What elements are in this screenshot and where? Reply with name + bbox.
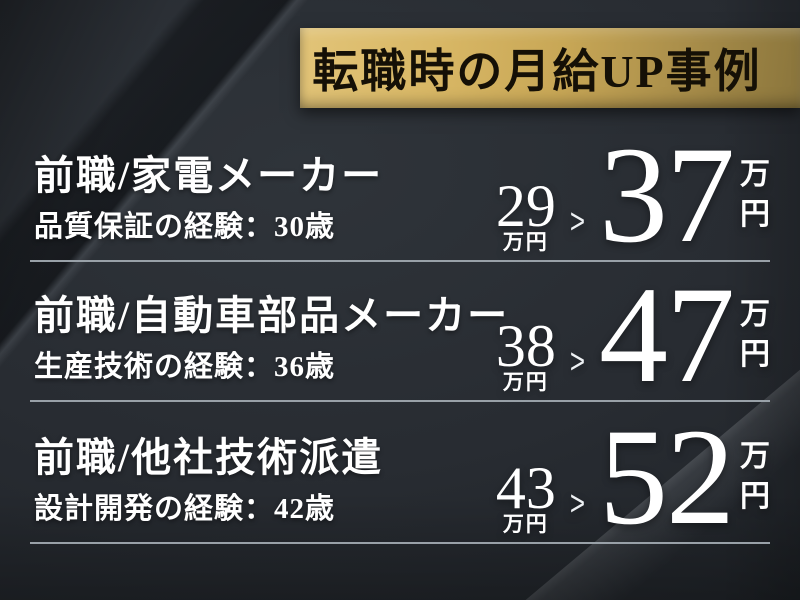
salary-before-unit: 万円 [502, 230, 549, 254]
arrow-icon: > [569, 340, 585, 382]
case-info: 前職/自動車部品メーカー 生産技術の経験：36歳 [34, 294, 509, 385]
previous-job-heading: 前職/自動車部品メーカー [34, 293, 510, 338]
salary-before-value: 29 [495, 173, 556, 239]
case-info: 前職/他社技術派遣 設計開発の経験：42歳 [34, 436, 383, 527]
experience-age-text: 品質保証の経験：30歳 [34, 211, 336, 244]
unit-char-man: 万 [740, 297, 770, 331]
unit-char-en: 円 [740, 197, 770, 231]
salary-after-unit: 万 円 [740, 155, 770, 235]
salary-change: 29 万円 > 37 万 円 [495, 118, 770, 271]
unit-char-en: 円 [740, 479, 770, 513]
salary-after-unit: 万 円 [740, 295, 770, 375]
salary-before-value: 43 [495, 455, 556, 521]
arrow-icon: > [569, 200, 585, 242]
salary-before-unit: 万円 [502, 370, 549, 394]
page-title: 転職時の月給UP事例 [312, 46, 762, 97]
unit-char-man: 万 [740, 157, 770, 191]
previous-job-heading: 前職/家電メーカー [34, 153, 384, 198]
salary-before-value: 38 [495, 313, 556, 379]
previous-job-heading: 前職/他社技術派遣 [34, 435, 384, 480]
arrow-icon: > [569, 482, 585, 524]
salary-before: 43 万円 [495, 455, 556, 536]
salary-after-value: 52 [599, 400, 735, 553]
salary-change: 38 万円 > 47 万 円 [495, 258, 770, 411]
case-row-3: 前職/他社技術派遣 設計開発の経験：42歳 43 万円 > 52 万 円 [30, 400, 770, 553]
experience-age-text: 設計開発の経験：42歳 [34, 493, 336, 526]
salary-before-unit: 万円 [502, 512, 549, 536]
salary-after: 47 万 円 [599, 258, 770, 411]
case-row-1: 前職/家電メーカー 品質保証の経験：30歳 29 万円 > 37 万 円 [30, 118, 770, 271]
salary-after-value: 37 [599, 118, 735, 271]
salary-after: 37 万 円 [599, 118, 770, 271]
experience-age-text: 生産技術の経験：36歳 [34, 351, 336, 384]
salary-before: 38 万円 [495, 313, 556, 394]
title-banner: 転職時の月給UP事例 [300, 28, 800, 108]
case-info: 前職/家電メーカー 品質保証の経験：30歳 [34, 154, 383, 245]
case-row-2: 前職/自動車部品メーカー 生産技術の経験：36歳 38 万円 > 47 万 円 [30, 258, 770, 411]
salary-after-unit: 万 円 [740, 437, 770, 517]
unit-char-man: 万 [740, 439, 770, 473]
salary-after-value: 47 [599, 258, 735, 411]
salary-change: 43 万円 > 52 万 円 [495, 400, 770, 553]
salary-after: 52 万 円 [599, 400, 770, 553]
unit-char-en: 円 [740, 337, 770, 371]
salary-before: 29 万円 [495, 173, 556, 254]
